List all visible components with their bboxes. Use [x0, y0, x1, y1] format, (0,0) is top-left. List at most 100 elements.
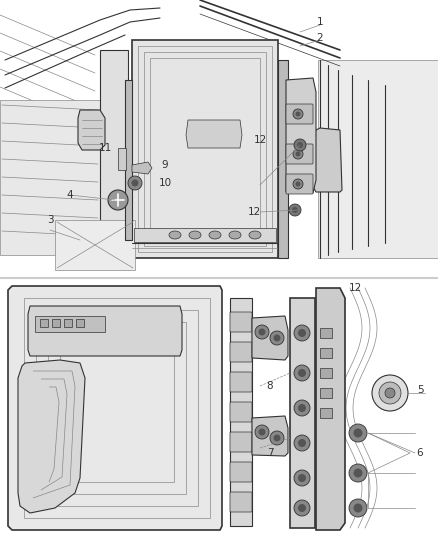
Text: 12: 12 [253, 135, 267, 145]
Circle shape [128, 176, 142, 190]
Ellipse shape [189, 231, 201, 239]
Ellipse shape [169, 231, 181, 239]
Circle shape [131, 180, 138, 187]
Circle shape [255, 325, 269, 339]
Circle shape [293, 149, 303, 159]
Text: 2: 2 [317, 33, 323, 43]
Polygon shape [78, 110, 105, 150]
Text: 12: 12 [247, 207, 261, 217]
Circle shape [349, 424, 367, 442]
Polygon shape [186, 120, 242, 148]
Bar [320, 328, 332, 338]
Circle shape [372, 375, 408, 411]
Polygon shape [278, 60, 288, 258]
Circle shape [294, 139, 306, 151]
Text: 6: 6 [417, 448, 423, 458]
Polygon shape [0, 100, 100, 255]
Ellipse shape [209, 231, 221, 239]
Circle shape [293, 179, 303, 189]
Circle shape [289, 204, 301, 216]
Polygon shape [290, 298, 315, 528]
Bar [320, 388, 332, 398]
Circle shape [273, 335, 280, 342]
Circle shape [255, 425, 269, 439]
Circle shape [273, 434, 280, 441]
Ellipse shape [229, 231, 241, 239]
Circle shape [353, 469, 363, 478]
Text: 4: 4 [67, 190, 73, 200]
Circle shape [270, 431, 284, 445]
Bar [320, 368, 332, 378]
Text: 5: 5 [417, 385, 423, 395]
Polygon shape [132, 40, 278, 258]
Circle shape [297, 142, 303, 148]
Bar [76, 319, 84, 327]
FancyBboxPatch shape [286, 144, 313, 164]
Bar [134, 228, 276, 242]
Circle shape [294, 435, 310, 451]
Polygon shape [316, 288, 345, 530]
Text: 9: 9 [162, 160, 168, 170]
Circle shape [294, 400, 310, 416]
Text: 7: 7 [267, 448, 273, 458]
Text: 8: 8 [267, 381, 273, 391]
Circle shape [385, 388, 395, 398]
Text: 10: 10 [159, 178, 172, 188]
Circle shape [296, 182, 300, 187]
Circle shape [298, 329, 306, 337]
FancyBboxPatch shape [230, 432, 252, 452]
Ellipse shape [249, 231, 261, 239]
Circle shape [296, 111, 300, 117]
Polygon shape [230, 298, 252, 526]
Polygon shape [125, 80, 132, 240]
Circle shape [296, 151, 300, 157]
Circle shape [298, 504, 306, 512]
Text: 1: 1 [317, 17, 323, 27]
Text: 11: 11 [99, 143, 112, 153]
Circle shape [292, 207, 298, 213]
Polygon shape [8, 286, 222, 530]
Circle shape [294, 470, 310, 486]
FancyBboxPatch shape [286, 174, 313, 194]
Circle shape [349, 499, 367, 517]
Polygon shape [318, 60, 438, 258]
Polygon shape [100, 50, 128, 255]
Circle shape [353, 504, 363, 513]
Bar [320, 408, 332, 418]
Bar [40, 319, 48, 327]
Circle shape [293, 109, 303, 119]
Polygon shape [132, 162, 152, 174]
Polygon shape [28, 306, 182, 356]
Bar [35, 316, 105, 332]
Circle shape [298, 404, 306, 412]
Polygon shape [252, 316, 288, 360]
Circle shape [270, 331, 284, 345]
Polygon shape [252, 416, 288, 456]
FancyBboxPatch shape [230, 342, 252, 362]
Circle shape [258, 328, 265, 335]
Circle shape [298, 474, 306, 482]
FancyBboxPatch shape [230, 462, 252, 482]
Circle shape [353, 429, 363, 438]
Circle shape [349, 464, 367, 482]
FancyBboxPatch shape [286, 104, 313, 124]
Text: 12: 12 [348, 283, 362, 293]
Circle shape [294, 500, 310, 516]
Polygon shape [312, 128, 342, 192]
FancyBboxPatch shape [230, 492, 252, 512]
Polygon shape [18, 360, 85, 513]
Circle shape [108, 190, 128, 210]
Text: 3: 3 [47, 215, 53, 225]
FancyBboxPatch shape [230, 402, 252, 422]
Bar [55, 220, 135, 270]
Bar [64, 319, 72, 327]
Circle shape [298, 369, 306, 377]
FancyBboxPatch shape [230, 372, 252, 392]
Bar [320, 348, 332, 358]
Circle shape [294, 365, 310, 381]
Polygon shape [286, 78, 316, 193]
FancyBboxPatch shape [230, 312, 252, 332]
Circle shape [258, 429, 265, 435]
Bar [52, 319, 60, 327]
Circle shape [379, 382, 401, 404]
